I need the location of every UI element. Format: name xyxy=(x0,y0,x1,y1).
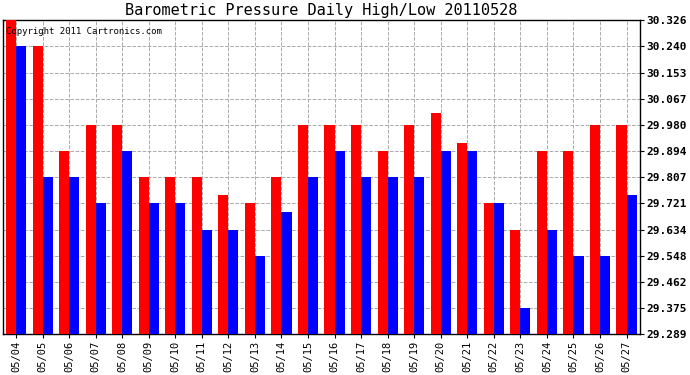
Bar xyxy=(86,125,96,334)
Bar xyxy=(139,177,149,334)
Bar xyxy=(361,177,371,334)
Bar xyxy=(308,177,318,334)
Bar xyxy=(335,151,344,334)
Bar xyxy=(69,177,79,334)
Bar xyxy=(537,151,547,334)
Bar xyxy=(377,151,388,334)
Bar xyxy=(192,177,202,334)
Bar xyxy=(245,203,255,334)
Bar xyxy=(228,230,239,334)
Bar xyxy=(484,203,494,334)
Bar xyxy=(627,195,637,334)
Bar xyxy=(388,177,397,334)
Bar xyxy=(255,256,265,334)
Bar xyxy=(96,203,106,334)
Bar xyxy=(112,125,122,334)
Text: Copyright 2011 Cartronics.com: Copyright 2011 Cartronics.com xyxy=(6,27,162,36)
Bar xyxy=(324,125,335,334)
Bar xyxy=(590,125,600,334)
Bar xyxy=(494,203,504,334)
Bar xyxy=(431,113,441,334)
Bar xyxy=(175,203,186,334)
Bar xyxy=(218,195,228,334)
Bar xyxy=(616,125,627,334)
Bar xyxy=(351,125,361,334)
Bar xyxy=(282,211,292,334)
Bar xyxy=(122,151,132,334)
Bar xyxy=(414,177,424,334)
Bar xyxy=(271,177,282,334)
Bar xyxy=(457,143,467,334)
Bar xyxy=(149,203,159,334)
Bar xyxy=(6,20,16,334)
Bar xyxy=(404,125,414,334)
Bar xyxy=(510,230,520,334)
Bar xyxy=(547,230,557,334)
Bar xyxy=(298,125,308,334)
Bar xyxy=(202,230,212,334)
Bar xyxy=(520,308,531,334)
Bar xyxy=(43,177,52,334)
Bar xyxy=(467,151,477,334)
Bar xyxy=(600,256,610,334)
Bar xyxy=(165,177,175,334)
Bar xyxy=(563,151,573,334)
Title: Barometric Pressure Daily High/Low 20110528: Barometric Pressure Daily High/Low 20110… xyxy=(125,3,518,18)
Bar xyxy=(573,256,584,334)
Bar xyxy=(59,151,69,334)
Bar xyxy=(16,46,26,334)
Bar xyxy=(441,151,451,334)
Bar xyxy=(32,46,43,334)
